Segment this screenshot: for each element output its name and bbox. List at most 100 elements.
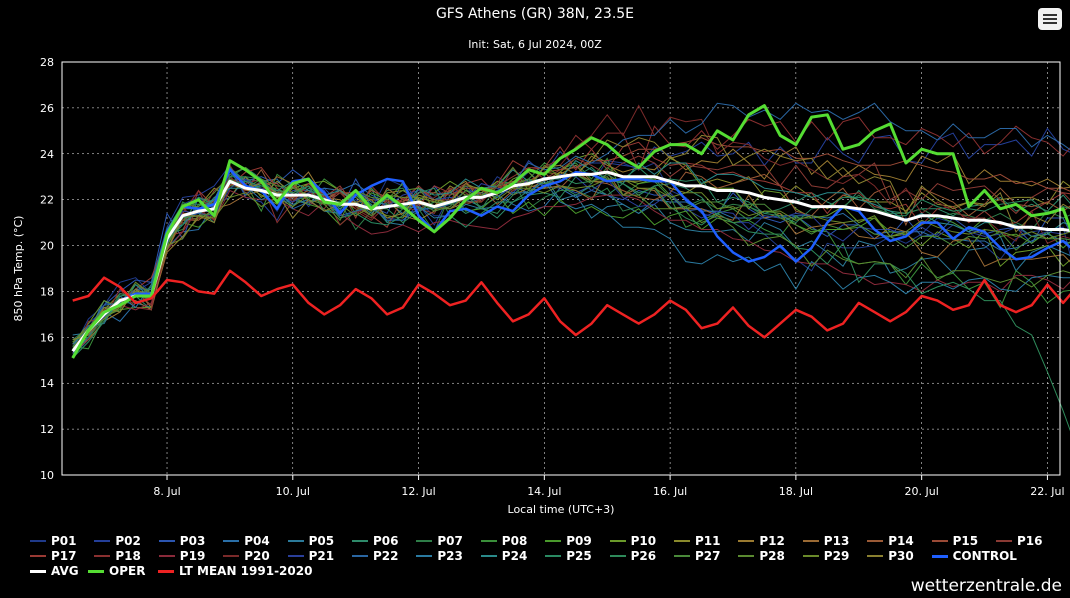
series-line-p03 xyxy=(72,169,1070,341)
y-axis-label: 850 hPa Temp. (°C) xyxy=(12,216,25,322)
chart-subtitle: Init: Sat, 6 Jul 2024, 00Z xyxy=(468,38,602,51)
legend-label: P17 xyxy=(51,549,77,563)
series-line-lt-mean-1991-2020 xyxy=(72,269,1070,339)
legend-label: P11 xyxy=(695,534,721,548)
series-line-p13 xyxy=(72,171,1070,350)
series-line-oper xyxy=(71,104,1070,359)
legend-swatch xyxy=(609,540,626,542)
axes: 10 12 14 16 18 20 22 24 26 28 8. Jul 10. Jul 12. Jul… xyxy=(40,56,1065,498)
legend-label: AVG xyxy=(51,564,79,578)
x-tick-label: 12. Jul xyxy=(401,485,435,498)
chart-title: GFS Athens (GR) 38N, 23.5E xyxy=(435,6,635,22)
legend-swatch xyxy=(738,555,755,557)
legend-swatch xyxy=(223,555,240,557)
y-tick-label: 26 xyxy=(40,102,54,115)
y-tick-label: 20 xyxy=(40,240,54,253)
legend-label: OPER xyxy=(109,564,146,578)
legend-label: P24 xyxy=(501,549,528,563)
legend-swatch xyxy=(802,555,819,557)
x-tick-label: 22. Jul xyxy=(1030,485,1064,498)
legend-label: P20 xyxy=(244,549,270,563)
legend-label: P14 xyxy=(888,534,914,548)
legend-label: P13 xyxy=(823,534,850,548)
legend-swatch xyxy=(931,540,948,542)
legend-swatch xyxy=(158,569,174,573)
legend-label: P02 xyxy=(115,534,141,548)
x-tick-label: 14. Jul xyxy=(527,485,561,498)
hamburger-menu-icon[interactable] xyxy=(1038,8,1062,30)
legend-label: P03 xyxy=(179,534,206,548)
legend-label: P15 xyxy=(952,534,979,548)
series-line-avg xyxy=(71,170,1070,353)
menu-bar xyxy=(1043,18,1057,20)
legend-swatch xyxy=(480,555,497,557)
legend-label: CONTROL xyxy=(952,549,1017,563)
legend-swatch xyxy=(867,540,884,542)
legend-swatch xyxy=(545,555,562,557)
series-line-p29 xyxy=(72,178,1070,350)
legend-label: P18 xyxy=(115,549,141,563)
legend-swatch xyxy=(30,555,46,557)
lines xyxy=(71,102,1070,432)
series-line-p19 xyxy=(72,189,1070,354)
legend-swatch xyxy=(30,569,46,573)
legend-label: P07 xyxy=(437,534,463,548)
y-tick-label: 12 xyxy=(40,423,54,436)
y-tick-label: 22 xyxy=(40,194,54,207)
legend-swatch xyxy=(674,555,690,557)
legend-swatch xyxy=(867,555,884,557)
menu-bar xyxy=(1043,14,1057,16)
y-tick-label: 14 xyxy=(40,377,54,390)
legend-label: LT MEAN 1991-2020 xyxy=(179,564,313,578)
legend-swatch xyxy=(352,540,368,542)
legend-swatch xyxy=(158,540,175,542)
credit-text: wetterzentrale.de xyxy=(910,576,1062,596)
legend-swatch xyxy=(545,540,562,542)
legend-swatch xyxy=(88,569,104,573)
plot-frame xyxy=(61,61,1061,476)
y-tick-label: 24 xyxy=(40,148,54,161)
legend-swatch xyxy=(738,540,755,542)
series-line-control xyxy=(71,168,1070,352)
legend-label: P12 xyxy=(759,534,785,548)
series-line-p08 xyxy=(72,157,1070,350)
legend-swatch xyxy=(158,555,175,557)
x-tick-label: 20. Jul xyxy=(905,485,939,498)
legend-swatch xyxy=(416,555,433,557)
series-line-p02 xyxy=(72,127,1070,345)
x-tick-label: 8. Jul xyxy=(153,485,180,498)
legend-label: P28 xyxy=(759,549,785,563)
legend-label: P21 xyxy=(308,549,335,563)
legend-label: P29 xyxy=(823,549,850,563)
legend-label: P08 xyxy=(501,534,528,548)
legend-label: P01 xyxy=(51,534,77,548)
x-tick-label: 10. Jul xyxy=(276,485,310,498)
legend-swatch xyxy=(352,555,368,557)
legend-swatch xyxy=(802,540,819,542)
legend-label: P04 xyxy=(244,534,270,548)
legend-label: P23 xyxy=(437,549,463,563)
legend-swatch xyxy=(94,540,111,542)
legend-swatch xyxy=(30,540,46,542)
x-tick-label: 18. Jul xyxy=(779,485,813,498)
legend-label: P27 xyxy=(695,549,721,563)
legend-swatch xyxy=(480,540,497,542)
legend-label: P26 xyxy=(630,549,657,563)
menu-bar xyxy=(1043,22,1057,24)
legend-label: P30 xyxy=(888,549,914,563)
legend-label: P25 xyxy=(566,549,592,563)
legend-swatch xyxy=(287,540,304,542)
legend-label: P16 xyxy=(1017,534,1043,548)
grid xyxy=(62,61,1060,476)
y-tick-label: 16 xyxy=(40,331,54,344)
legend-label: P10 xyxy=(630,534,657,548)
y-tick-label: 18 xyxy=(40,285,54,298)
y-tick-label: 10 xyxy=(40,469,54,482)
legend-swatch xyxy=(609,555,626,557)
legend-swatch xyxy=(223,540,240,542)
series-line-p15 xyxy=(72,137,1070,345)
legend-swatch xyxy=(94,555,111,557)
legend-swatch xyxy=(416,540,433,542)
y-tick-label: 28 xyxy=(40,56,54,69)
